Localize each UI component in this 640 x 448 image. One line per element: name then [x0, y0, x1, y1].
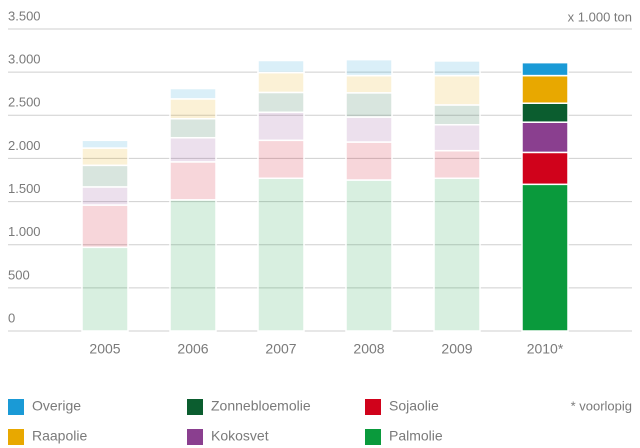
bar-segment — [81, 204, 129, 249]
bar-segment — [345, 58, 393, 77]
bar-segment — [345, 179, 393, 332]
bar-segment — [169, 98, 217, 120]
bar-segment — [81, 164, 129, 188]
y-tick-label: 2.000 — [8, 138, 41, 153]
x-tick-label: 2005 — [89, 341, 120, 357]
bar-segment — [169, 161, 217, 201]
bar-segment — [433, 177, 481, 332]
bar-segment — [521, 151, 569, 186]
bar-segment — [257, 111, 305, 142]
x-tick-label: 2010* — [527, 341, 564, 357]
x-tick-label: 2008 — [353, 341, 384, 357]
legend-label: Palmolie — [389, 428, 443, 444]
legend-swatch — [8, 399, 24, 415]
bar-segment — [169, 136, 217, 163]
y-tick-label: 500 — [8, 267, 30, 282]
legend-swatch — [8, 429, 24, 445]
x-tick-label: 2007 — [265, 341, 296, 357]
bar-segment — [257, 91, 305, 114]
legend-swatch — [365, 399, 381, 415]
bar-segment — [521, 121, 569, 154]
bar-segment — [345, 74, 393, 94]
bar-segment — [169, 87, 217, 100]
legend-label: Kokosvet — [211, 428, 269, 444]
bar-segment — [433, 104, 481, 126]
bar-segment — [257, 139, 305, 180]
x-tick-label: 2006 — [177, 341, 208, 357]
legend-swatch — [187, 399, 203, 415]
legend-label: Zonnebloemolie — [211, 398, 311, 414]
y-tick-label: 2.500 — [8, 95, 41, 110]
legend-label: Sojaolie — [389, 398, 439, 414]
x-tick-label: 2009 — [441, 341, 472, 357]
bar-segment — [433, 124, 481, 152]
bar-segment — [521, 61, 569, 77]
y-tick-label: 3.000 — [8, 52, 41, 67]
bar-segment — [169, 199, 217, 332]
bar-segment — [433, 60, 481, 77]
legend-swatch — [187, 429, 203, 445]
bar-segment — [81, 147, 129, 167]
bar-segment — [257, 177, 305, 332]
bar-segment — [345, 92, 393, 118]
bar-segment — [81, 139, 129, 149]
legend-swatch — [365, 429, 381, 445]
bar-segment — [345, 141, 393, 181]
y-tick-label: 1.000 — [8, 224, 41, 239]
bar-segment — [521, 74, 569, 104]
bar-segment — [81, 246, 129, 332]
footnote: * voorlopig — [571, 398, 632, 413]
bar-segment — [345, 116, 393, 143]
bar-segment — [257, 59, 305, 74]
bar-segment — [169, 117, 217, 139]
legend-label: Raapolie — [32, 428, 87, 444]
bar-segment — [433, 149, 481, 180]
bar-segment — [521, 183, 569, 332]
y-tick-label: 0 — [8, 310, 15, 325]
bar-segment — [257, 71, 305, 94]
legend-label: Overige — [32, 398, 81, 414]
bar-segment — [521, 102, 569, 123]
bar-segment — [81, 186, 129, 206]
y-tick-label: 3.500 — [8, 8, 41, 23]
bar-segment — [433, 74, 481, 106]
y-tick-label: 1.500 — [8, 181, 41, 196]
unit-label: x 1.000 ton — [568, 9, 632, 24]
